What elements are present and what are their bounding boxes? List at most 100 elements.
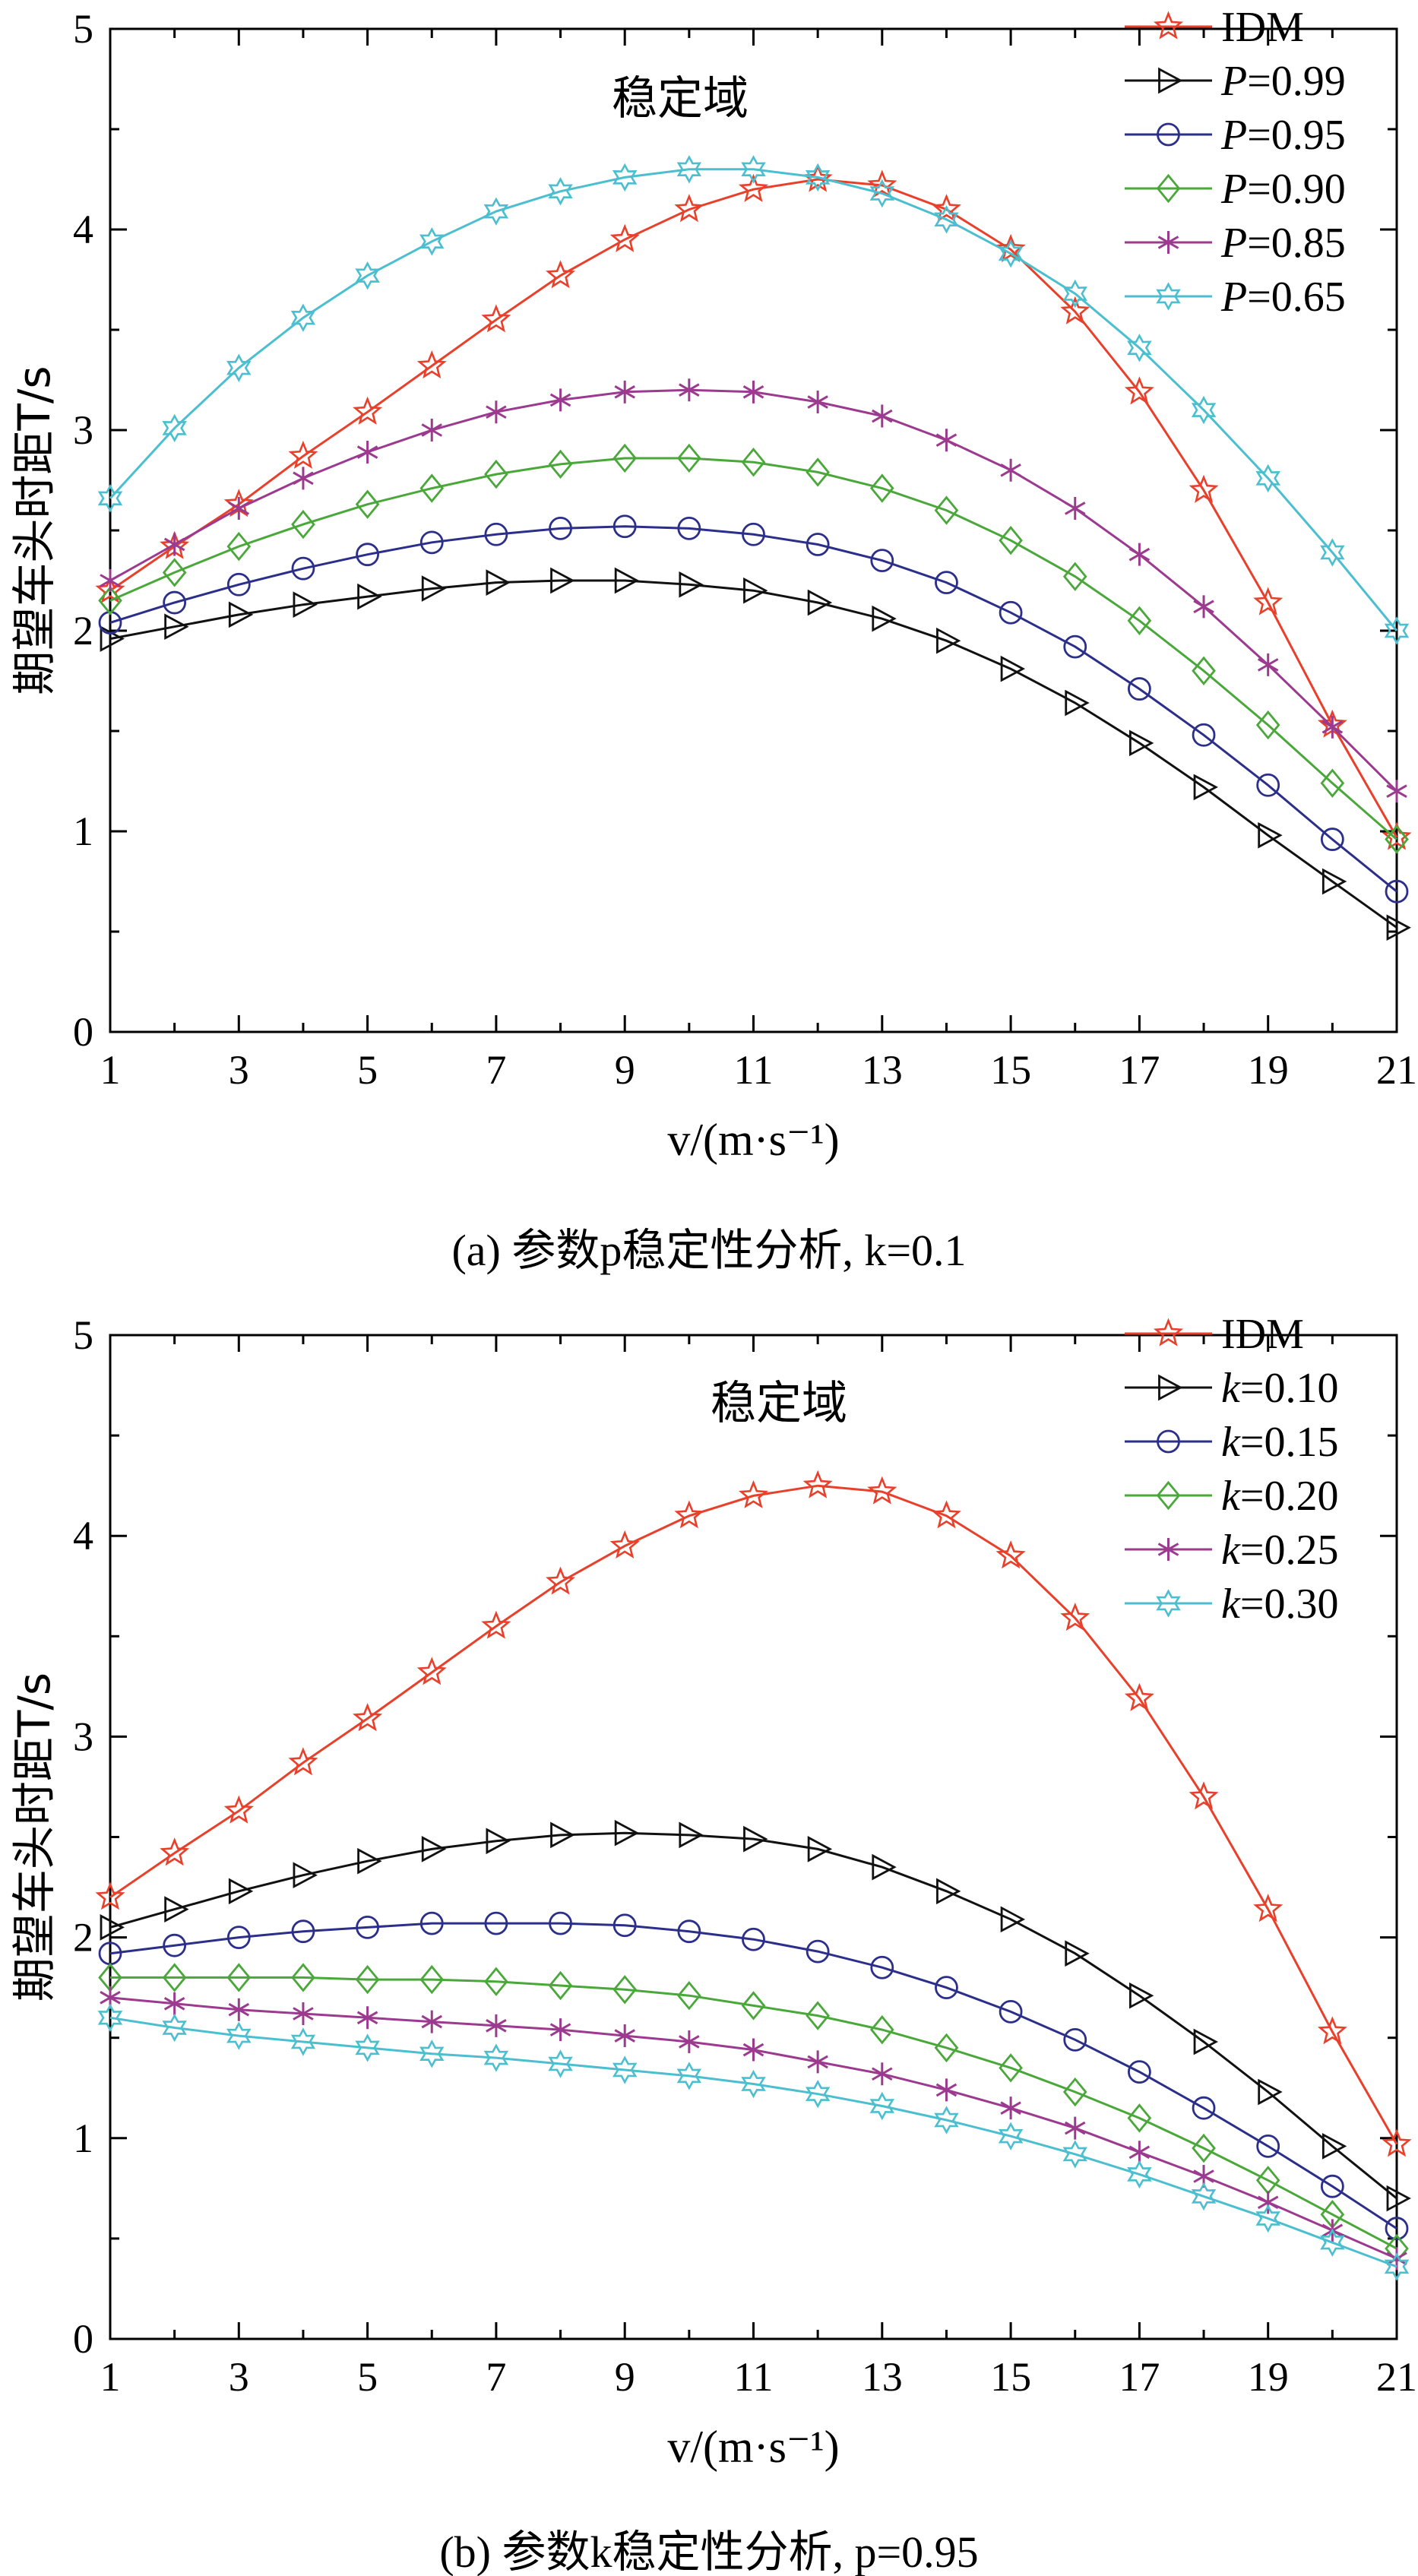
data-point <box>870 1955 894 1979</box>
data-point <box>869 179 895 208</box>
data-point <box>1321 2133 1347 2160</box>
data-point <box>612 514 637 539</box>
data-point <box>416 1657 447 1685</box>
data-point <box>546 1566 575 1595</box>
data-point <box>743 577 768 604</box>
data-point <box>293 467 314 490</box>
data-point <box>416 350 447 379</box>
data-point <box>1253 1894 1283 1923</box>
x-tick-label: 9 <box>615 1047 635 1093</box>
x-tick-label: 21 <box>1376 1047 1417 1093</box>
data-point <box>612 1975 638 2005</box>
x-tick-label: 1 <box>100 1047 121 1093</box>
data-point <box>1258 2078 1283 2106</box>
panel-caption: (b) 参数k稳定性分析, p=0.95 <box>439 2527 978 2576</box>
series-line <box>109 178 1398 838</box>
data-point <box>548 1970 573 2001</box>
data-point <box>932 1500 961 1529</box>
data-point <box>676 155 702 184</box>
y-tick-label: 0 <box>73 2316 93 2362</box>
data-point <box>614 1819 640 1847</box>
panel-caption: (a) 参数p稳定性分析, k=0.1 <box>451 1226 966 1275</box>
data-point <box>355 1964 380 1995</box>
data-point <box>1000 2097 1021 2120</box>
series-k=0.30 <box>97 2003 1410 2281</box>
y-tick-label: 3 <box>73 1714 93 1759</box>
data-point <box>1063 2027 1087 2052</box>
data-point <box>419 1911 444 1935</box>
data-point <box>1000 458 1021 482</box>
data-point <box>934 205 959 234</box>
legend: IDM P=0.99 P=0.95 P=0.90 P=0.85 P=0.65 <box>1125 4 1346 321</box>
data-point <box>1385 824 1409 854</box>
legend: IDM k=0.10 k=0.15 k=0.20 k=0.25 k=0.30 <box>1125 1311 1338 1628</box>
data-point <box>1253 587 1283 616</box>
data-point <box>612 163 638 192</box>
data-point <box>1320 2228 1345 2257</box>
data-point <box>226 2021 252 2050</box>
data-point <box>163 590 187 615</box>
data-point <box>226 1963 252 1992</box>
data-point <box>1129 1982 1154 2009</box>
data-point <box>738 1479 769 1508</box>
data-point <box>1384 2252 1410 2281</box>
data-point <box>1124 1682 1154 1711</box>
data-point <box>1065 1940 1090 1967</box>
legend-marker <box>1157 1538 1179 1561</box>
series-line <box>109 168 1398 631</box>
x-tick-label: 7 <box>486 2354 506 2400</box>
data-point <box>357 583 382 610</box>
data-point <box>481 304 511 333</box>
data-point <box>1191 2182 1217 2211</box>
data-point <box>355 261 380 290</box>
x-tick-label: 13 <box>862 2354 903 2400</box>
data-point <box>1192 2096 1216 2120</box>
data-point <box>1320 2174 1344 2198</box>
data-point <box>612 2055 638 2084</box>
series-P=0.90 <box>98 443 1409 854</box>
data-point <box>549 2018 571 2042</box>
data-point <box>807 589 833 616</box>
series-line <box>109 1996 1397 2260</box>
stability-region-annotation: 稳定域 <box>612 72 749 125</box>
data-point <box>999 525 1023 555</box>
data-point <box>1382 2128 1412 2157</box>
x-axis-label: v/(m·s⁻¹) <box>667 2422 839 2472</box>
data-point <box>100 1914 125 1941</box>
data-point <box>1189 1781 1219 1810</box>
data-point <box>936 627 961 654</box>
legend-marker <box>1153 1318 1184 1347</box>
data-point <box>867 1476 897 1505</box>
data-point <box>549 388 571 412</box>
data-point <box>1256 2134 1280 2158</box>
data-point <box>1128 543 1151 566</box>
data-point <box>291 509 315 540</box>
data-point <box>1257 653 1279 676</box>
data-point <box>1128 2141 1151 2164</box>
data-point <box>355 2033 380 2062</box>
data-point <box>1255 2204 1280 2233</box>
data-point <box>162 413 187 443</box>
data-point <box>1317 2016 1347 2045</box>
data-point <box>742 522 765 546</box>
data-point <box>679 378 700 402</box>
data-point <box>934 495 959 525</box>
legend-label: k=0.20 <box>1221 1473 1338 1520</box>
data-point <box>614 380 635 403</box>
x-tick-label: 5 <box>357 1047 378 1093</box>
legend-label: k=0.15 <box>1221 1419 1338 1466</box>
data-point <box>999 600 1023 625</box>
legend-marker <box>1157 231 1179 254</box>
y-tick-label: 1 <box>73 2116 93 2161</box>
x-tick-label: 13 <box>862 1047 903 1093</box>
data-point <box>679 2030 700 2053</box>
data-point <box>1062 279 1087 309</box>
data-point <box>356 441 378 464</box>
data-point <box>1386 2185 1411 2212</box>
series-k=0.20 <box>98 1963 1409 2264</box>
data-point <box>1382 821 1412 850</box>
data-point <box>162 2013 187 2043</box>
data-point <box>97 484 123 513</box>
data-point <box>999 1999 1023 2024</box>
data-point <box>806 457 830 487</box>
